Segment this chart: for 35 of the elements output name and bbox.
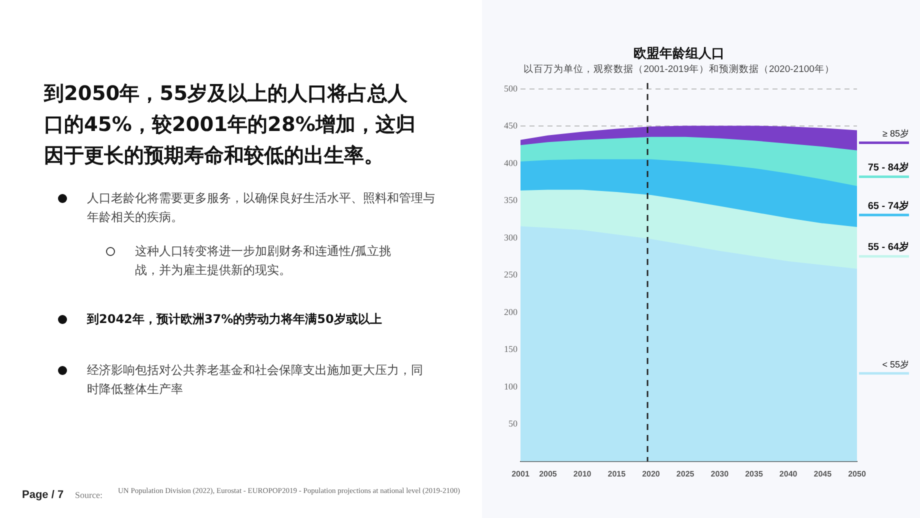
chart-subtitle: 以百万为单位，观察数据（2001-2019年）和预测数据（2020-2100年） bbox=[524, 62, 834, 75]
x-tick-label: 2015 bbox=[608, 469, 626, 478]
y-tick-label: 200 bbox=[504, 306, 518, 317]
text: 人口老龄化将需要更多服务，以确保良好生活水平、照料和管理与年龄相关的疾病。 bbox=[87, 190, 436, 226]
y-tick-label: 150 bbox=[504, 344, 518, 354]
x-tick-label: 2001 bbox=[512, 469, 530, 478]
text: Page / 7 bbox=[22, 489, 64, 501]
series-label: 75 - 84岁 bbox=[868, 161, 909, 174]
x-tick-label: 2020 bbox=[642, 469, 660, 478]
series-label: 55 - 64岁 bbox=[868, 241, 909, 254]
x-tick-label: 2035 bbox=[745, 469, 764, 478]
x-tick-label: 2030 bbox=[710, 469, 730, 478]
text: 到2042年，预计欧洲37%的劳动力将年满50岁或以上 bbox=[87, 311, 382, 328]
text: 到2050年，55岁及以上的人口将占总人口的45%，较2001年的28%增加，这归因于更长的预期寿命和较低的出生率。 bbox=[44, 80, 416, 169]
text: 经济影响包括对公共养老基金和社会保障支出施加更大压力，同时降低整体生产率 bbox=[87, 362, 424, 398]
y-tick-label: 100 bbox=[504, 381, 518, 392]
x-tick-label: 2040 bbox=[779, 469, 798, 478]
text: 这种人口转变将进一步加剧财务和连通性/孤立挑战，并为雇主提供新的现实。 bbox=[135, 243, 392, 279]
y-tick-label: 400 bbox=[504, 158, 518, 168]
y-tick-label: 300 bbox=[504, 232, 518, 242]
y-tick-label: 500 bbox=[504, 83, 518, 94]
y-tick-label: 250 bbox=[504, 270, 518, 280]
text: ≥ 85岁 bbox=[882, 128, 909, 139]
y-tick-label: 50 bbox=[508, 418, 518, 429]
x-tick-label: 2010 bbox=[573, 469, 592, 478]
text: < 55岁 bbox=[882, 359, 909, 370]
chart-title: 欧盟年龄组人口 bbox=[634, 45, 724, 60]
source-note: Source: bbox=[75, 490, 102, 500]
x-tick-label: 2045 bbox=[814, 469, 832, 478]
y-tick-label: 350 bbox=[504, 195, 518, 206]
x-tick-label: 2050 bbox=[848, 469, 866, 478]
x-tick-label: 2025 bbox=[676, 469, 695, 478]
series-label: 65 - 74岁 bbox=[868, 200, 909, 212]
y-tick-label: 450 bbox=[504, 120, 518, 131]
x-tick-label: 2005 bbox=[539, 469, 558, 478]
